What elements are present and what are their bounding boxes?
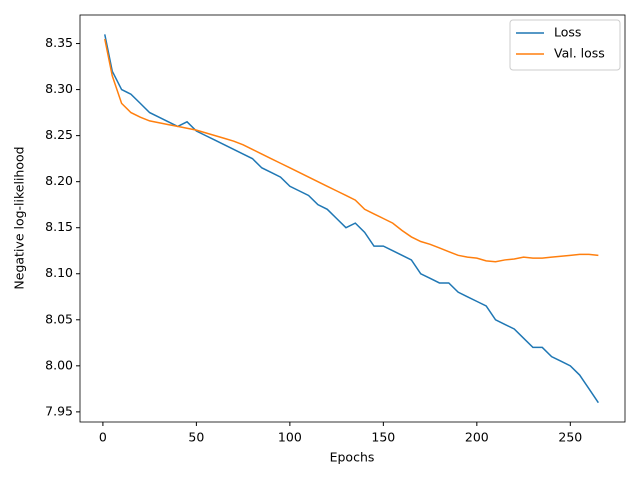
y-tick-label: 8.15 xyxy=(45,219,73,234)
y-tick-label: 8.10 xyxy=(45,265,73,280)
x-tick-label: 50 xyxy=(188,430,204,445)
y-tick-label: 8.30 xyxy=(45,81,73,96)
x-tick-label: 150 xyxy=(371,430,395,445)
y-tick-label: 8.35 xyxy=(45,35,73,50)
x-tick-label: 0 xyxy=(99,430,107,445)
y-tick-label: 8.25 xyxy=(45,127,73,142)
x-axis-label: Epochs xyxy=(330,450,375,465)
y-axis-label: Negative log-likelihood xyxy=(12,146,27,289)
y-tick-label: 8.05 xyxy=(45,311,73,326)
x-tick-label: 200 xyxy=(465,430,489,445)
y-tick-label: 8.00 xyxy=(45,357,73,372)
data-line xyxy=(104,34,599,404)
legend-label: Val. loss xyxy=(554,46,605,61)
axes-frame xyxy=(79,14,626,423)
x-tick-label: 100 xyxy=(278,430,302,445)
y-tick-label: 7.95 xyxy=(45,403,73,418)
data-line xyxy=(104,38,599,263)
legend-label: Loss xyxy=(554,25,581,40)
x-tick-label: 250 xyxy=(558,430,582,445)
y-tick-label: 8.20 xyxy=(45,173,73,188)
